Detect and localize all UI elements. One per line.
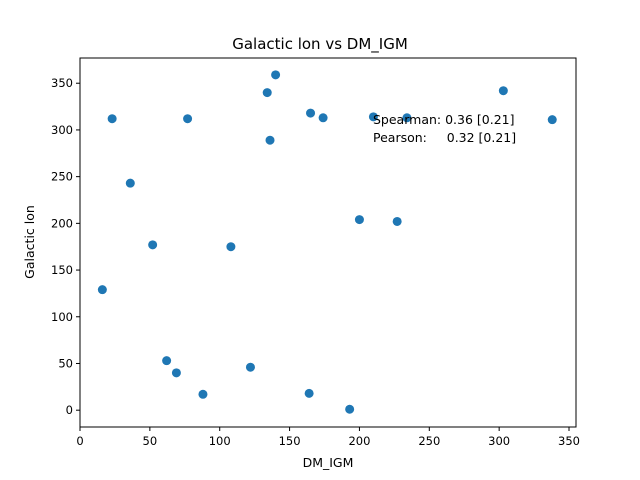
y-axis-label: Galactic lon — [22, 205, 37, 279]
axes-frame — [79, 57, 577, 428]
data-point — [547, 115, 557, 125]
data-point — [392, 216, 402, 226]
x-tick-label: 50 — [143, 434, 158, 448]
x-axis-label: DM_IGM — [303, 455, 354, 470]
x-tick-label: 300 — [488, 434, 510, 448]
data-point — [345, 404, 355, 414]
y-tick-label: 150 — [51, 263, 73, 277]
x-tick-label: 200 — [348, 434, 370, 448]
data-point — [318, 113, 328, 123]
y-tick-label: 350 — [51, 76, 73, 90]
data-point — [97, 285, 107, 295]
data-point — [262, 88, 272, 98]
x-tick-label: 0 — [76, 434, 83, 448]
x-tick-label: 250 — [418, 434, 440, 448]
annotation-pearson: Pearson: 0.32 [0.21] — [373, 130, 516, 145]
y-tick-label: 50 — [58, 356, 73, 370]
data-point — [265, 135, 275, 145]
data-point — [306, 108, 316, 118]
data-point — [354, 215, 364, 225]
y-tick-label: 300 — [51, 123, 73, 137]
data-point — [402, 113, 412, 123]
y-tick-label: 0 — [66, 403, 73, 417]
data-point — [304, 388, 314, 398]
annotation-spearman: Spearman: 0.36 [0.21] — [373, 112, 514, 127]
x-tick-label: 100 — [209, 434, 231, 448]
data-point — [183, 114, 193, 124]
data-point — [226, 242, 236, 252]
y-tick-label: 250 — [51, 170, 73, 184]
data-point — [498, 86, 508, 96]
y-tick-label: 200 — [51, 216, 73, 230]
plot-area: 0 50 100 150 200 250 300 350 0 50 100 150 200 250 300 3… — [51, 70, 580, 448]
data-point — [148, 240, 158, 250]
data-point — [198, 389, 208, 399]
y-tick-label: 100 — [51, 310, 73, 324]
x-tick-label: 350 — [558, 434, 580, 448]
data-point — [125, 178, 135, 188]
data-point — [271, 70, 281, 80]
data-point — [368, 112, 378, 122]
x-tick-label: 150 — [279, 434, 301, 448]
data-point — [171, 368, 181, 378]
chart-title: Galactic lon vs DM_IGM — [232, 35, 408, 54]
data-point — [162, 356, 172, 366]
data-point — [245, 362, 255, 372]
data-point — [107, 114, 117, 124]
